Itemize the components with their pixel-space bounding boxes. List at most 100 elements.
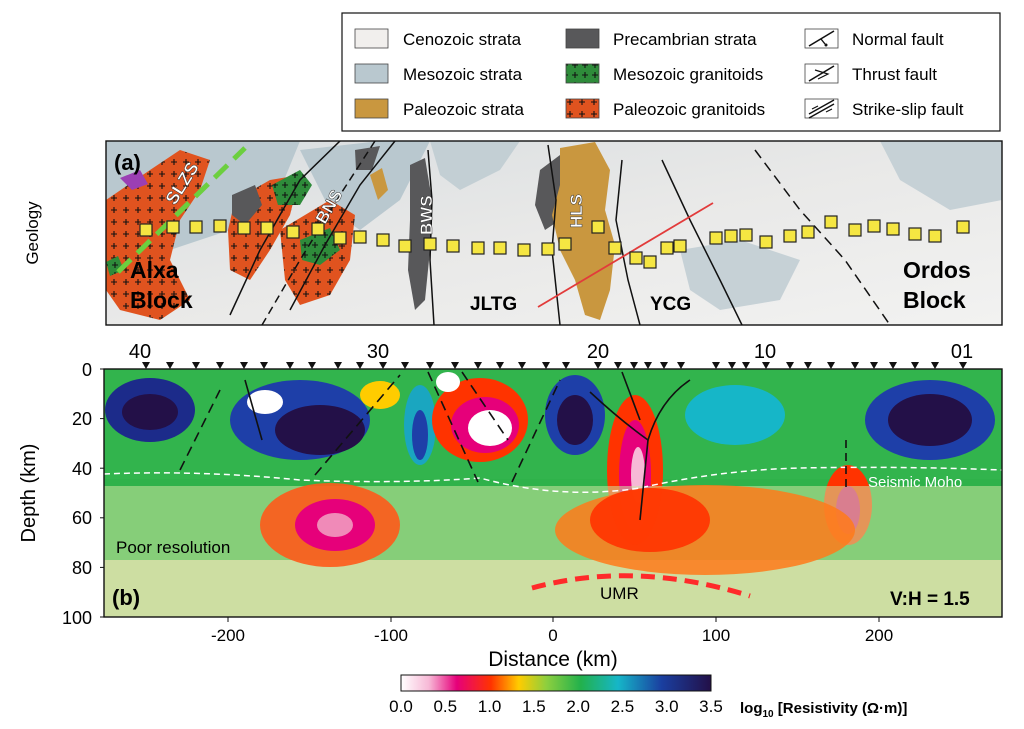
station-triangle xyxy=(426,362,434,369)
station-triangle xyxy=(786,362,794,369)
station-square xyxy=(724,229,738,243)
station-label: 20 xyxy=(587,341,609,363)
station-triangle xyxy=(644,362,652,369)
colorbar-tick-label: 3.0 xyxy=(655,697,679,716)
station-square xyxy=(541,242,555,256)
station-triangle xyxy=(742,362,750,369)
station-triangle xyxy=(308,362,316,369)
colorbar-title: log10 [Resistivity (Ω·m)] xyxy=(740,700,907,720)
station-triangle xyxy=(614,362,622,369)
umr-arc xyxy=(531,573,751,599)
mt-stations xyxy=(139,215,970,269)
station-square xyxy=(956,220,970,234)
conductor-body xyxy=(436,372,460,392)
colorbar-gradient xyxy=(400,674,712,692)
resistor-body xyxy=(557,395,593,445)
station-square xyxy=(908,227,922,241)
station-triangle xyxy=(260,362,268,369)
station-triangle xyxy=(401,362,409,369)
station-label: 01 xyxy=(951,341,973,363)
legend: Cenozoic strata Mesozoic strata Paleozoi… xyxy=(341,12,1001,132)
station-triangles xyxy=(142,362,967,369)
y-tick-label: 100 xyxy=(62,608,92,628)
mesozoic-patch xyxy=(430,141,520,190)
station-triangle xyxy=(959,362,967,369)
station-triangle xyxy=(542,362,550,369)
colorbar-tick-label: 3.5 xyxy=(699,697,723,716)
legend-label-mesozoic: Mesozoic strata xyxy=(403,65,523,84)
precambrian-patch xyxy=(355,146,380,170)
conductor-body xyxy=(468,410,512,446)
station-square xyxy=(189,220,203,234)
colorbar-tick-label: 1.5 xyxy=(522,697,546,716)
legend-swatch-paleozoic xyxy=(354,98,389,119)
map-label-ycg: YCG xyxy=(650,294,691,315)
station-square xyxy=(759,235,773,249)
precambrian-patch xyxy=(232,185,262,225)
station-square xyxy=(166,220,180,234)
conductor-body xyxy=(247,390,283,414)
station-triangle xyxy=(142,362,150,369)
map-label-ordos: Ordos xyxy=(903,257,971,283)
x-axis-title: Distance (km) xyxy=(488,648,618,671)
x-tick-label: 200 xyxy=(865,626,893,645)
station-square xyxy=(867,219,881,233)
legend-label-normal-fault: Normal fault xyxy=(852,30,944,49)
station-square xyxy=(398,239,412,253)
annotation-ratio: V:H = 1.5 xyxy=(890,589,970,610)
cross-section-line xyxy=(537,202,714,308)
precambrian-patch xyxy=(408,158,432,310)
station-triangle xyxy=(562,362,570,369)
y-axis-title: Depth (km) xyxy=(18,444,40,543)
legend-swatch-paleozoic-granitoids xyxy=(565,98,600,119)
geology-side-label: Geology xyxy=(23,201,42,265)
section-faults xyxy=(179,371,847,521)
map-frame xyxy=(105,140,1003,326)
station-square xyxy=(709,231,723,245)
resistor-body xyxy=(275,405,365,455)
x-tick-label: 100 xyxy=(702,626,730,645)
thrust-fault-icon xyxy=(804,63,839,84)
resistor-body xyxy=(412,410,428,460)
station-triangle xyxy=(334,362,342,369)
colorbar-tick-label: 0.0 xyxy=(389,697,413,716)
station-square xyxy=(848,223,862,237)
y-axis: 0 20 40 60 80 100 Depth (km) xyxy=(18,360,104,628)
panel-b-label: (b) xyxy=(112,585,140,610)
station-square xyxy=(801,225,815,239)
legend-label-strike-slip-fault: Strike-slip fault xyxy=(852,100,964,119)
station-square xyxy=(608,241,622,255)
station-square xyxy=(333,231,347,245)
map-label-bws: BWS xyxy=(417,195,436,235)
resistivity-heatmap xyxy=(104,369,1002,617)
x-axis: -200 -100 0 100 200 Distance (km) xyxy=(211,617,893,671)
station-square xyxy=(517,243,531,257)
y-tick-label: 60 xyxy=(72,508,92,528)
station-label: 30 xyxy=(367,341,389,363)
map-label-jltg: JLTG xyxy=(470,294,517,315)
station-triangle xyxy=(286,362,294,369)
colorbar-tick-label: 2.5 xyxy=(611,697,635,716)
legend-swatch-mesozoic xyxy=(354,63,389,84)
resistivity-section: 40 30 20 10 01 0 20 40 60 80 100 Depth (… xyxy=(18,341,1003,671)
station-square xyxy=(260,221,274,235)
conductor-body xyxy=(360,381,400,409)
station-square xyxy=(237,221,251,235)
station-triangle xyxy=(379,362,387,369)
station-square xyxy=(783,229,797,243)
station-triangle xyxy=(451,362,459,369)
slzs-suture-line xyxy=(116,146,247,274)
station-triangle xyxy=(762,362,770,369)
station-triangle xyxy=(166,362,174,369)
colorbar-tick-label: 1.0 xyxy=(478,697,502,716)
station-square xyxy=(824,215,838,229)
station-label: 40 xyxy=(129,341,151,363)
station-triangle xyxy=(677,362,685,369)
station-triangle xyxy=(660,362,668,369)
station-square xyxy=(591,220,605,234)
station-square xyxy=(673,239,687,253)
colorbar: 0.0 0.5 1.0 1.5 2.0 2.5 3.0 3.5 log10 [Resistiv… xyxy=(389,674,907,720)
legend-label-mesozoic-granitoids: Mesozoic granitoids xyxy=(613,65,763,84)
station-triangle xyxy=(192,362,200,369)
conductor-body xyxy=(590,488,710,552)
